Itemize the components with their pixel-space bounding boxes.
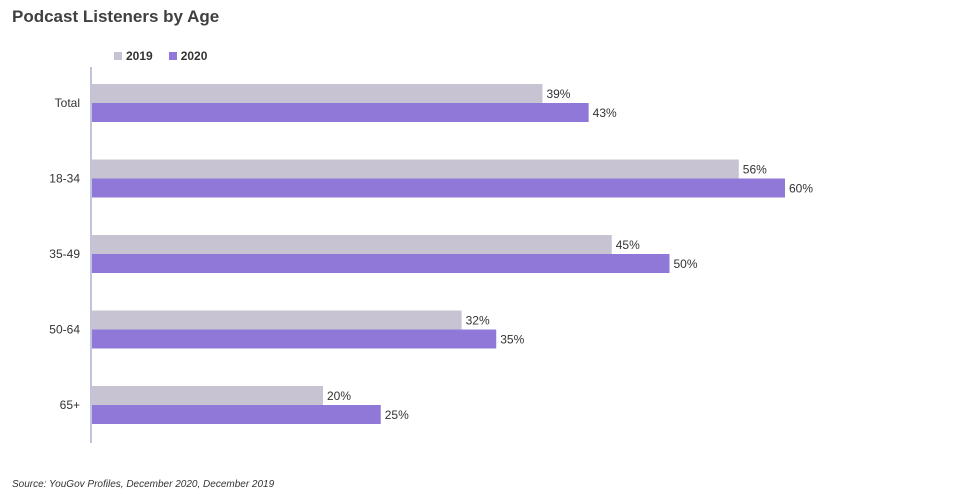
bar-2020 [92,178,785,198]
data-label: 56% [743,163,767,177]
bar-2020 [92,329,497,349]
data-label: 60% [789,182,813,196]
legend-swatch-2020 [168,52,177,60]
data-label: 32% [466,314,490,328]
category-label: 65+ [60,398,80,412]
data-label: 35% [500,333,524,347]
bar-2019 [92,159,739,179]
data-label: 50% [674,257,698,271]
category-label: 18-34 [49,172,80,186]
bar-2019 [92,235,612,254]
bar-2020 [92,405,381,424]
category-label: 50-64 [49,323,80,337]
bar-2019 [92,310,462,330]
data-label: 20% [327,389,351,403]
data-label: 45% [616,238,640,252]
legend-label-2019: 2019 [126,49,153,63]
legend-swatch-2019 [114,52,122,60]
legend-label-2020: 2020 [180,49,208,63]
bar-2019 [92,386,323,405]
data-label: 25% [385,408,409,422]
chart-title: Podcast Listeners by Age [12,7,220,26]
data-label: 43% [593,106,617,120]
category-label: Total [55,96,80,110]
bar-2020 [92,254,670,273]
legend: 2019 2020 [114,49,207,63]
data-label: 39% [546,87,570,101]
legend-item-2020: 2020 [168,49,208,63]
bar-2019 [92,84,543,103]
bar-2020 [92,103,589,122]
category-label: 35-49 [49,247,80,261]
source-note: Source: YouGov Profiles, December 2020, … [12,479,275,490]
legend-item-2019: 2019 [114,49,153,63]
